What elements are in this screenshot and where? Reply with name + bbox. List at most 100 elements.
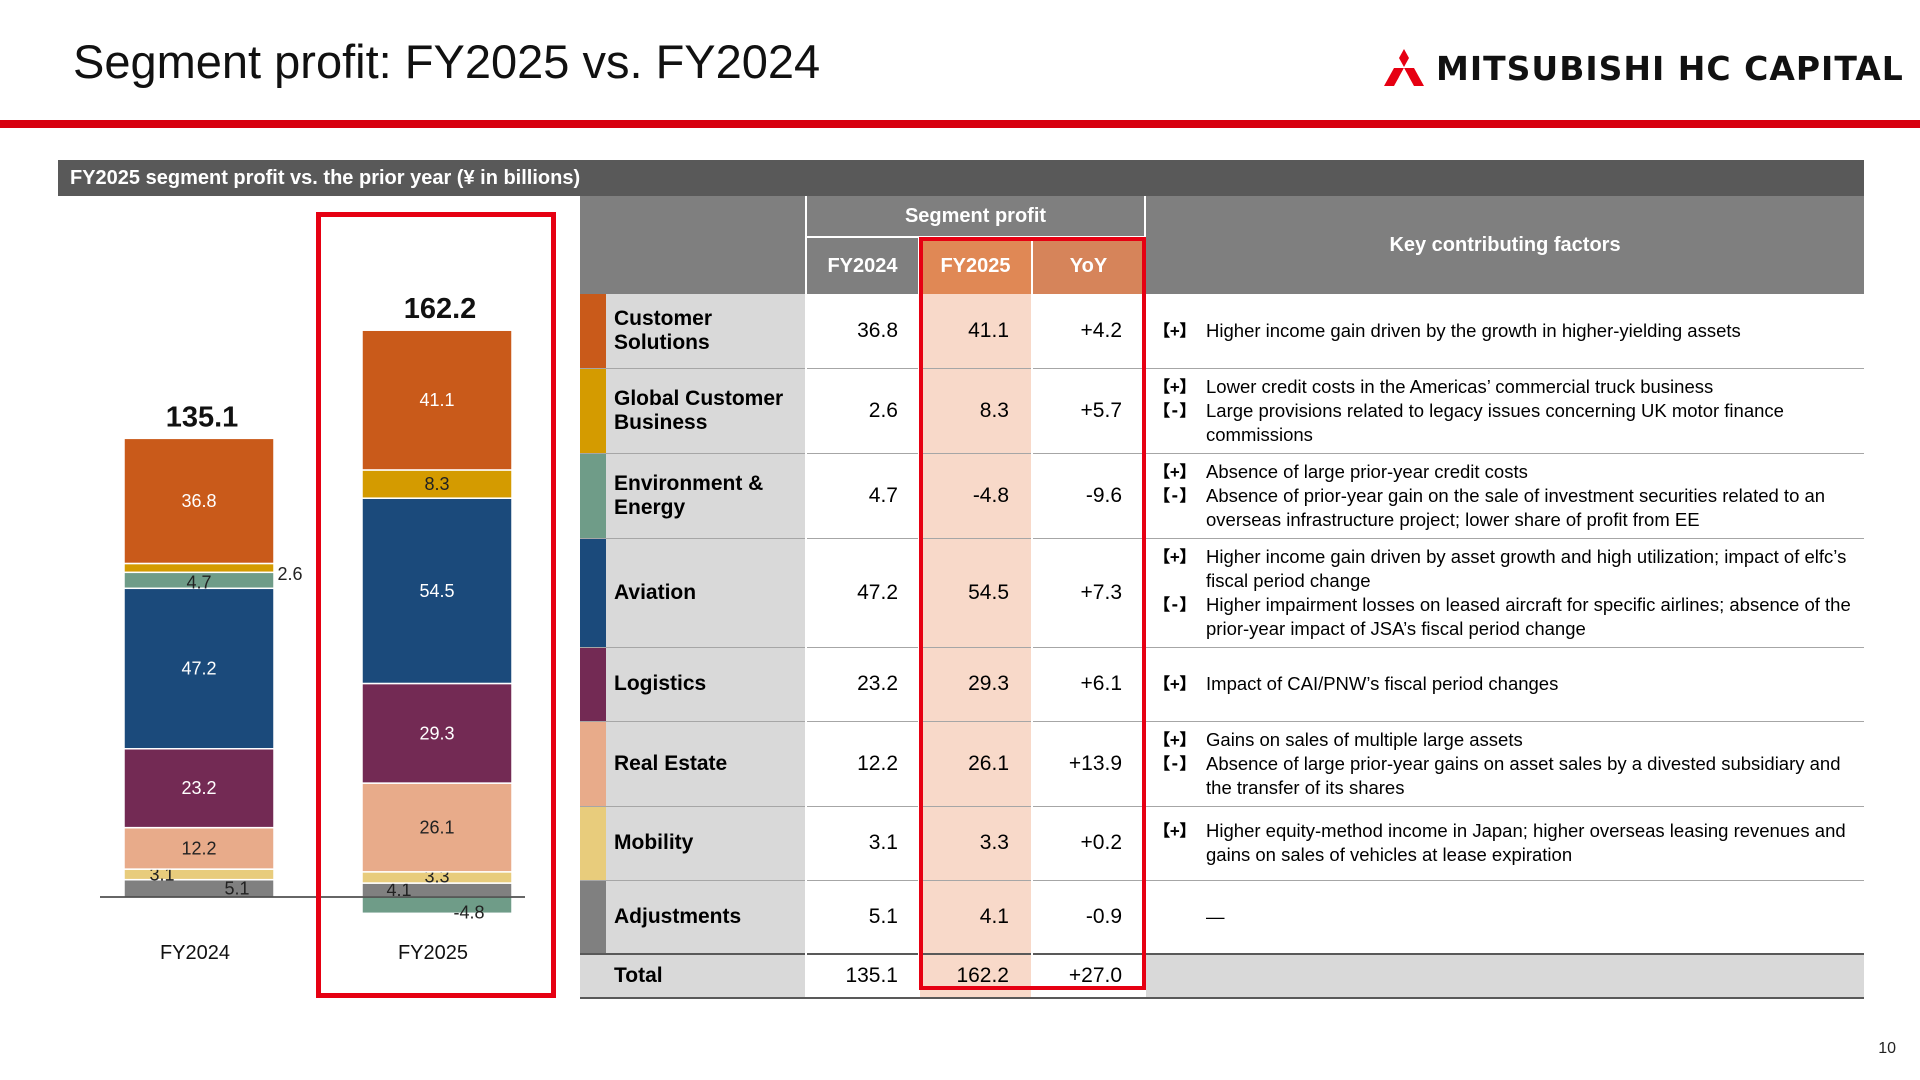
factor-line: 【+】 Lower credit costs in the Americas’ …: [1154, 375, 1856, 399]
key-factors-cell: 【+】 Gains on sales of multiple large ass…: [1144, 721, 1865, 807]
segment-name: Mobility: [606, 806, 806, 881]
segment-color-swatch: [580, 806, 606, 881]
factor-sign: 【+】: [1154, 546, 1196, 566]
bar-value-label: 12.2: [181, 838, 216, 858]
header-key-factors: Key contributing factors: [1144, 196, 1865, 294]
total-fy2024: 135.1: [805, 953, 919, 999]
factor-sign: 【+】: [1154, 376, 1196, 396]
factor-text: Higher income gain driven by asset growt…: [1206, 545, 1847, 591]
bar-value-label: -4.8: [453, 902, 484, 922]
header-segment-profit: Segment profit: [804, 196, 1146, 238]
factor-sign: 【+】: [1154, 461, 1196, 481]
factor-sign: 【+】: [1154, 821, 1196, 840]
factor-text: Gains on sales of multiple large assets: [1206, 728, 1523, 750]
header-yoy: YoY: [1030, 237, 1146, 294]
bar-segment: [123, 587, 275, 750]
bar-segment: [123, 748, 275, 829]
bar-value-label: 4.1: [386, 880, 411, 900]
bar-value-label: 29.3: [419, 723, 454, 743]
fy2025-value: 54.5: [918, 538, 1032, 648]
bar-value-label: 47.2: [181, 659, 216, 679]
logo-text: MITSUBISHI HC CAPITAL: [1436, 48, 1904, 88]
bar-value-label: 5.1: [224, 878, 249, 898]
fy2025-value: 41.1: [918, 294, 1032, 369]
factor-sign: [1154, 905, 1206, 929]
factor-line: 【+】 Gains on sales of multiple large ass…: [1154, 728, 1856, 752]
company-logo: MITSUBISHI HC CAPITAL: [1384, 46, 1904, 90]
bar-segment: [361, 896, 513, 915]
bar-value-label: 8.3: [424, 474, 449, 494]
bar-value-label: 23.2: [181, 778, 216, 798]
key-factors-cell: 【+】 Higher equity-method income in Japan…: [1144, 806, 1865, 881]
factor-text: Higher income gain driven by the growth …: [1206, 319, 1741, 341]
header-blank: [580, 196, 806, 294]
table-row: Customer Solutions 36.8 41.1 +4.2 【+】 Hi…: [580, 294, 1865, 369]
factor-line: 【+】 Higher equity-method income in Japan…: [1154, 819, 1856, 867]
total-label: Total: [606, 953, 806, 999]
key-factors-cell: 【+】 Higher income gain driven by the gro…: [1144, 294, 1865, 369]
factor-line: 【+】 Absence of large prior-year credit c…: [1154, 460, 1856, 484]
segment-name: Global Customer Business: [606, 368, 806, 454]
section-title: FY2025 segment profit vs. the prior year…: [58, 160, 1864, 196]
factor-line: 【-】 Large provisions related to legacy i…: [1154, 399, 1856, 447]
fy2024-value: 3.1: [805, 806, 919, 881]
segment-name: Customer Solutions: [606, 294, 806, 369]
bar-value-label: 41.1: [419, 390, 454, 410]
factor-sign: 【-】: [1154, 753, 1196, 773]
factor-text: Large provisions related to legacy issue…: [1206, 399, 1784, 445]
factor-line: 【+】 Higher income gain driven by asset g…: [1154, 545, 1856, 593]
bar-value-label: 4.7: [186, 572, 211, 592]
header-fy2024: FY2024: [805, 237, 919, 294]
segment-name: Logistics: [606, 647, 806, 722]
stacked-bar-chart: 5.13.112.223.247.24.7 2.636.8135.1FY20244…: [100, 293, 525, 964]
bar-total-label: 162.2: [404, 293, 477, 325]
total-row: Total 135.1 162.2 +27.0: [580, 953, 1865, 999]
bar-total-label: 135.1: [166, 401, 239, 433]
three-diamonds-icon: [1384, 49, 1424, 86]
segment-color-swatch: [580, 538, 606, 648]
segment-color-swatch: [580, 368, 606, 454]
table-row: Real Estate 12.2 26.1 +13.9 【+】 Gains on…: [580, 721, 1865, 807]
total-blank: [580, 953, 606, 999]
factor-text: —: [1206, 905, 1225, 927]
key-factors-cell: 【+】 Higher income gain driven by asset g…: [1144, 538, 1865, 648]
bar-segment: [123, 878, 275, 898]
bar-segment: [123, 868, 275, 881]
segment-color-swatch: [580, 647, 606, 722]
table-row: Aviation 47.2 54.5 +7.3 【+】 Higher incom…: [580, 538, 1865, 648]
page-title: Segment profit: FY2025 vs. FY2024: [73, 35, 821, 88]
fy2025-value: 4.1: [918, 880, 1032, 955]
bar-segment: [123, 437, 275, 565]
factor-line: —: [1154, 905, 1856, 929]
yoy-value: +5.7: [1030, 368, 1146, 454]
bar-value-label: 2.6: [277, 564, 302, 584]
segment-name: Adjustments: [606, 880, 806, 955]
total-factors-blank: [1144, 953, 1865, 999]
header-fy2025: FY2025: [918, 237, 1032, 294]
bar-segment: [123, 562, 275, 574]
header-divider: [0, 120, 1920, 128]
segment-color-swatch: [580, 294, 606, 369]
bar-segment: [123, 826, 275, 870]
x-tick-label: FY2025: [398, 942, 468, 964]
bar-segment: [361, 469, 513, 499]
factor-line: 【-】 Higher impairment losses on leased a…: [1154, 593, 1856, 641]
fy2024-value: 5.1: [805, 880, 919, 955]
fy2025-value: 8.3: [918, 368, 1032, 454]
factor-sign: 【-】: [1154, 485, 1196, 505]
factor-sign: 【+】: [1154, 674, 1196, 693]
factor-sign: 【-】: [1154, 594, 1196, 614]
factor-line: 【+】 Higher income gain driven by the gro…: [1154, 319, 1856, 343]
table-row: Global Customer Business 2.6 8.3 +5.7 【+…: [580, 368, 1865, 454]
table-row: Logistics 23.2 29.3 +6.1 【+】 Impact of C…: [580, 647, 1865, 722]
fy2025-value: -4.8: [918, 453, 1032, 539]
bar-segment: [361, 329, 513, 471]
key-factors-cell: —: [1144, 880, 1865, 955]
factor-line: 【-】 Absence of large prior-year gains on…: [1154, 752, 1856, 800]
yoy-value: +0.2: [1030, 806, 1146, 881]
factor-text: Higher impairment losses on leased aircr…: [1206, 593, 1851, 639]
table-row: Environment & Energy 4.7 -4.8 -9.6 【+】 A…: [580, 453, 1865, 539]
fy2024-value: 12.2: [805, 721, 919, 807]
page-number: 10: [1878, 1040, 1896, 1057]
factor-sign: 【-】: [1154, 400, 1196, 420]
